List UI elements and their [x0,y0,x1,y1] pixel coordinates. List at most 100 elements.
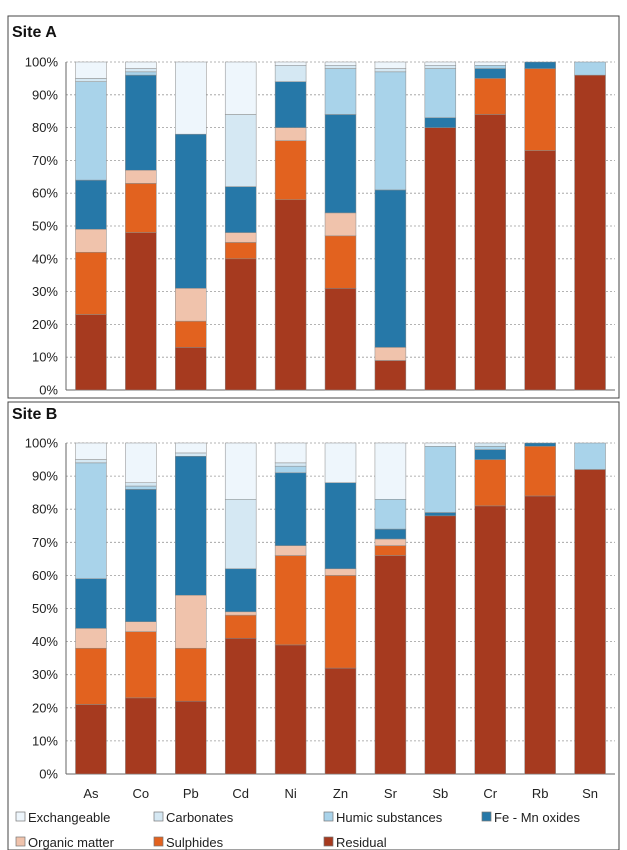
legend-swatch-carbonates [154,812,163,821]
site-a-y-tick-label: 80% [32,120,58,135]
site-b-bar-cr-carbonates [475,443,506,446]
legend-label-carbonates: Carbonates [166,810,234,825]
site-a-title: Site A [12,24,57,41]
site-a-bar-zn-residual [325,288,356,390]
site-b-bar-cd-fe-mn-oxides [225,569,256,612]
legend-label-fe-mn-oxides: Fe - Mn oxides [494,810,580,825]
site-a-bar-as-residual [75,315,106,390]
site-a-bar-zn-sulphides [325,236,356,288]
site-a-bar-cd-sulphides [225,242,256,258]
site-b-bar-co-carbonates [125,483,156,486]
site-b-bar-co-residual [125,698,156,774]
site-b-bar-sr-humic-substances [375,499,406,529]
site-b-bar-zn-sulphides [325,575,356,668]
site-b-y-tick-label: 90% [32,469,58,484]
site-b-bar-sr-fe-mn-oxides [375,529,406,539]
legend-swatch-exchangeable [16,812,25,821]
site-b-bar-pb-organic-matter [175,595,206,648]
site-b-bar-co-organic-matter [125,622,156,632]
site-b-bar-cd-sulphides [225,615,256,638]
site-a-bar-ni-residual [275,200,306,390]
site-b-bar-sb-residual [425,516,456,774]
site-b-y-tick-label: 50% [32,601,58,616]
site-b-bar-as-carbonates [75,460,106,463]
site-b-bar-rb-sulphides [525,446,556,496]
site-b-bar-zn-residual [325,668,356,774]
site-a-bar-rb-fe-mn-oxides [525,62,556,69]
site-b-bar-as-exchangeable [75,443,106,460]
site-a-bar-pb-sulphides [175,321,206,347]
site-b-y-tick-label: 40% [32,634,58,649]
site-a-bar-cd-carbonates [225,114,256,186]
site-a-bar-as-sulphides [75,252,106,314]
site-b-bar-sb-fe-mn-oxides [425,513,456,516]
site-b-x-tick-label: Cd [232,786,249,801]
site-b-x-tick-label: As [83,786,99,801]
site-a-bar-cr-humic-substances [475,65,506,68]
site-a-bar-co-exchangeable [125,62,156,69]
site-a-bar-zn-carbonates [325,65,356,68]
site-b-x-tick-label: Zn [333,786,348,801]
site-b-bar-co-sulphides [125,632,156,698]
site-a-bar-pb-fe-mn-oxides [175,134,206,288]
site-b-bar-as-humic-substances [75,463,106,579]
site-b-bar-pb-residual [175,701,206,774]
site-a-bar-sn-residual [575,75,606,390]
site-a-bar-sb-residual [425,128,456,390]
site-a-bar-zn-exchangeable [325,62,356,65]
site-a-bar-co-humic-substances [125,72,156,75]
legend-swatch-organic-matter [16,837,25,846]
site-a-bar-rb-sulphides [525,69,556,151]
site-b-bar-ni-organic-matter [275,546,306,556]
site-a-bar-sn-humic-substances [575,62,606,75]
site-b-x-tick-label: Rb [532,786,549,801]
site-a-bar-cd-organic-matter [225,233,256,243]
site-a-y-tick-label: 20% [32,317,58,332]
site-b-bar-sb-exchangeable [425,443,456,446]
site-b-bar-cr-fe-mn-oxides [475,450,506,460]
site-a-y-tick-label: 70% [32,153,58,168]
site-b-bar-rb-fe-mn-oxides [525,443,556,446]
site-a-bar-ni-sulphides [275,141,306,200]
site-a-y-tick-label: 50% [32,219,58,234]
site-a-bar-sr-carbonates [375,69,406,72]
site-b-bar-cd-organic-matter [225,612,256,615]
site-a-bar-as-organic-matter [75,229,106,252]
site-b-bar-pb-fe-mn-oxides [175,456,206,595]
site-a-bar-pb-residual [175,347,206,390]
site-a-y-tick-label: 100% [25,55,59,70]
site-b-y-tick-label: 80% [32,502,58,517]
site-b-bar-cd-residual [225,638,256,774]
site-b-y-tick-label: 60% [32,568,58,583]
site-a-bar-as-humic-substances [75,82,106,180]
site-b-bar-as-residual [75,704,106,774]
site-b-x-tick-label: Cr [483,786,497,801]
site-a-bar-co-organic-matter [125,170,156,183]
legend-swatch-humic-substances [324,812,333,821]
site-b-bar-as-organic-matter [75,628,106,648]
site-a-bar-cr-sulphides [475,78,506,114]
site-a-bar-ni-carbonates [275,65,306,81]
site-a-bar-pb-organic-matter [175,288,206,321]
legend-label-humic-substances: Humic substances [336,810,443,825]
site-b-bar-cr-residual [475,506,506,774]
site-a-bar-sr-humic-substances [375,72,406,190]
site-b-bar-rb-residual [525,496,556,774]
site-b-bar-cr-humic-substances [475,446,506,449]
site-b-bar-sr-organic-matter [375,539,406,546]
site-a-bar-sr-exchangeable [375,62,406,69]
site-b-panel: Site B 0% 10% 20% 30% 40% 50% 60% 70% 80% 90% 100% A… [8,402,619,850]
site-b-bar-co-exchangeable [125,443,156,483]
site-a-bar-sb-carbonates [425,65,456,68]
site-a-y-tick-label: 0% [39,383,58,398]
site-b-title: Site B [12,406,57,423]
site-a-bar-ni-exchangeable [275,62,306,65]
site-a-bar-sr-organic-matter [375,347,406,360]
site-b-bar-co-fe-mn-oxides [125,489,156,621]
site-b-y-tick-label: 20% [32,700,58,715]
site-a-bar-zn-organic-matter [325,213,356,236]
site-b-x-tick-label: Sb [432,786,448,801]
site-b-x-tick-label: Sr [384,786,398,801]
legend-swatch-sulphides [154,837,163,846]
